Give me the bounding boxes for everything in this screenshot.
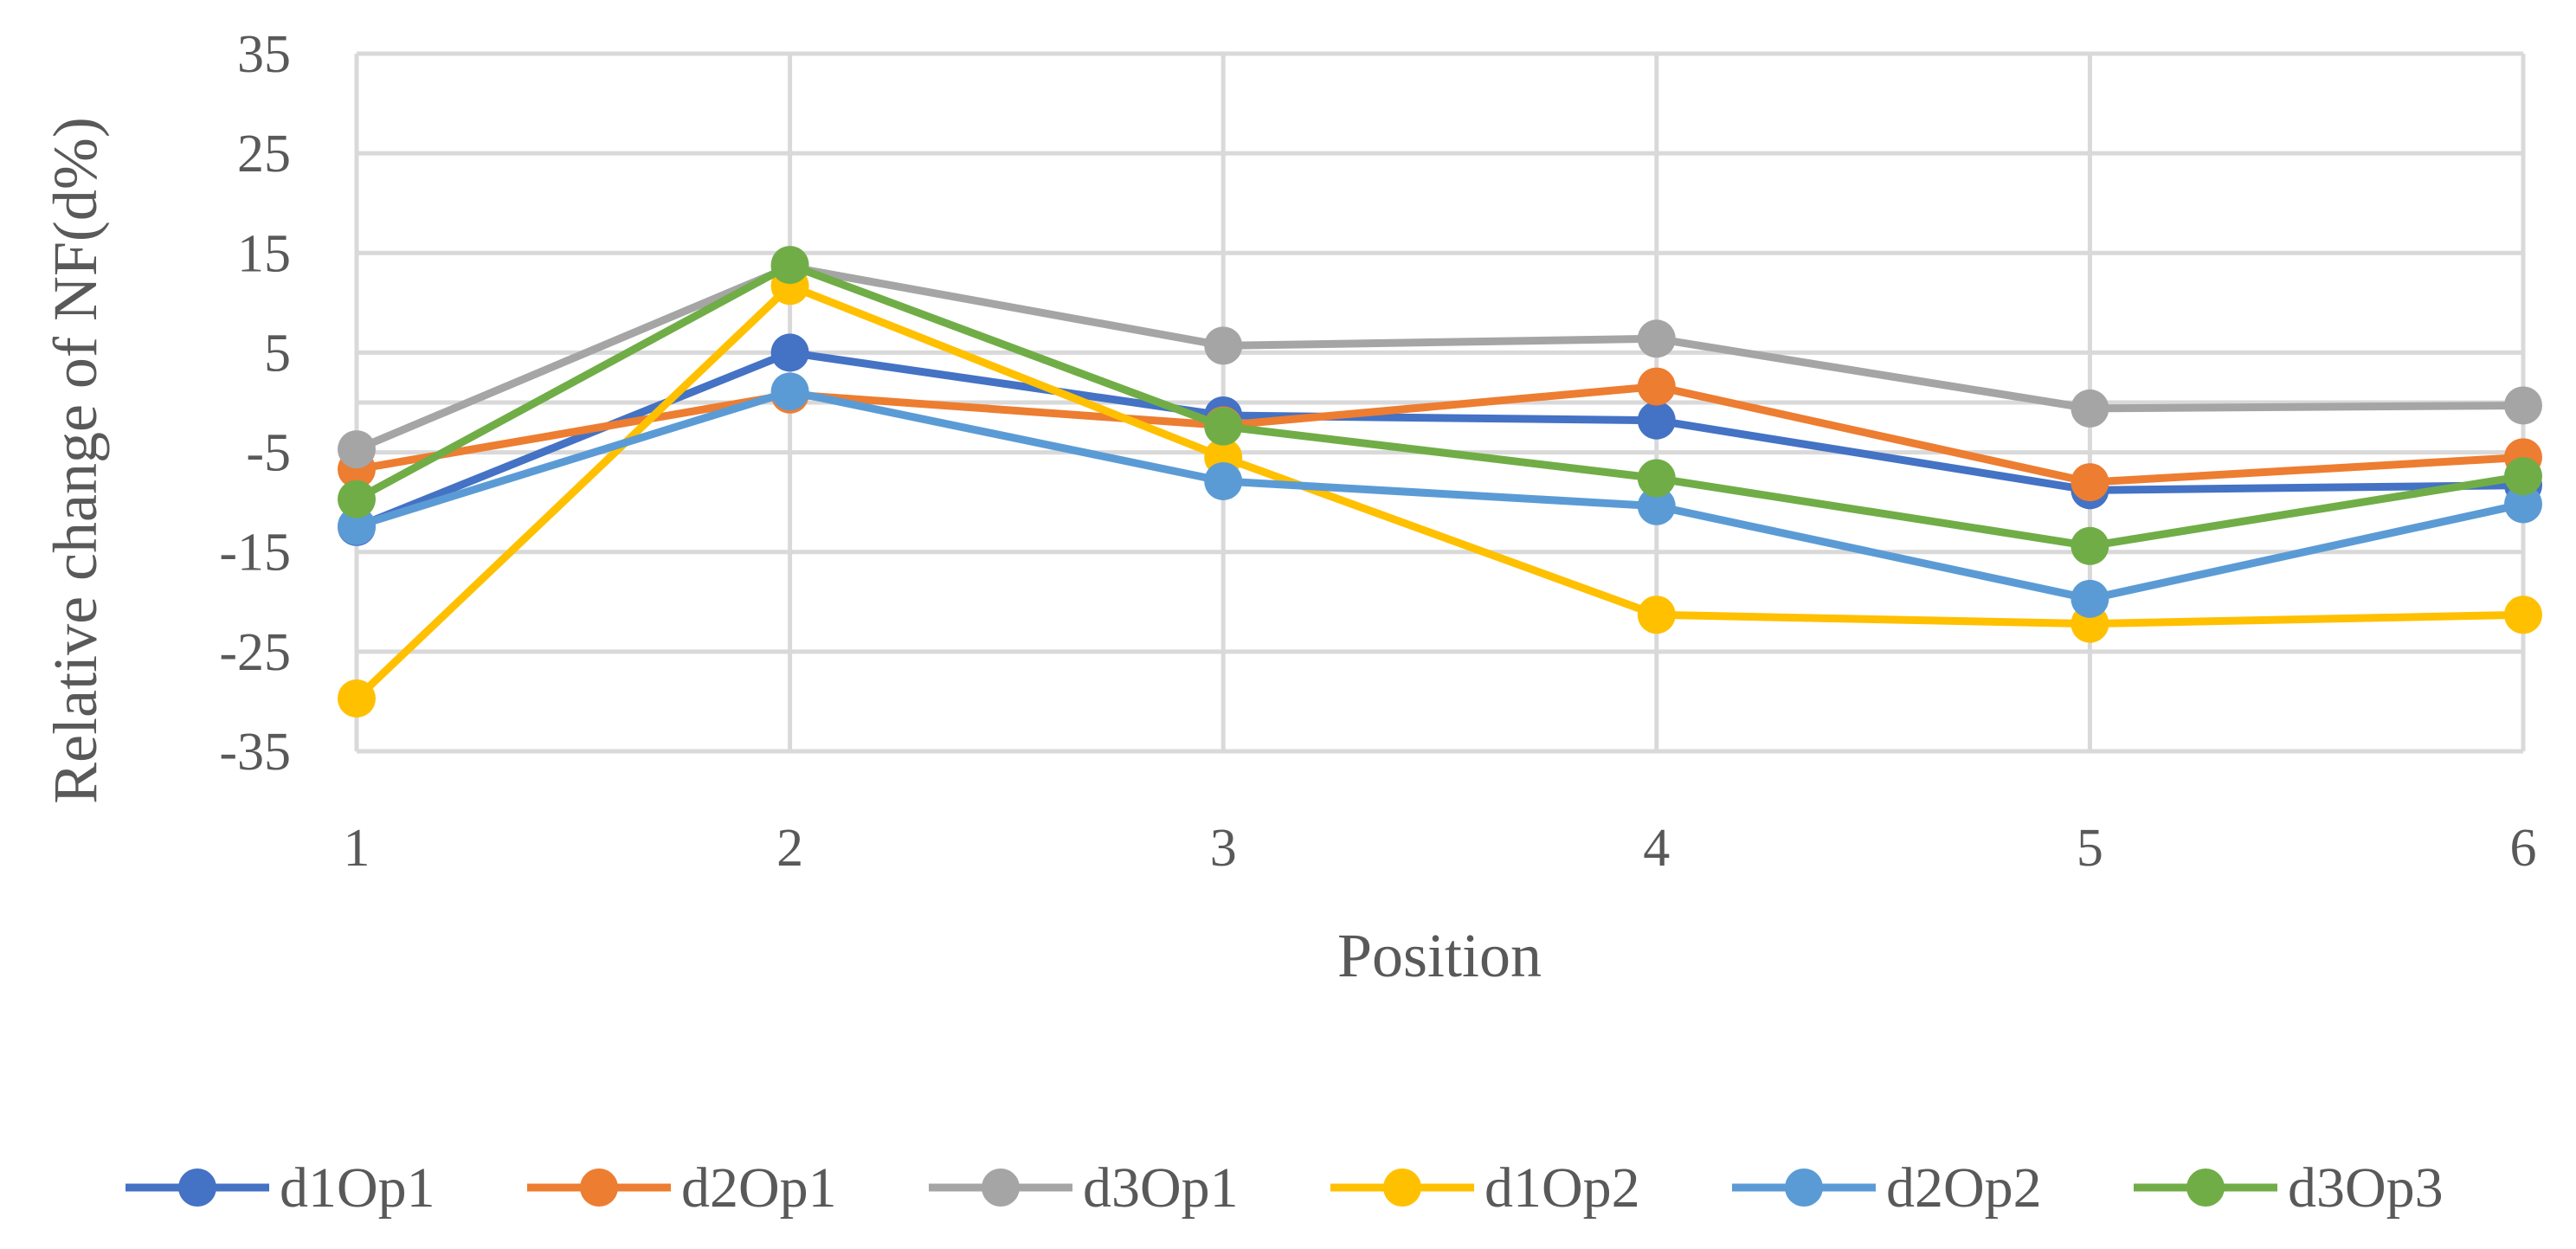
legend-label: d3Op3 bbox=[2288, 1156, 2444, 1220]
data-point bbox=[2504, 485, 2542, 524]
legend-item-d2Op2: d2Op2 bbox=[1732, 1156, 2042, 1220]
legend-label: d2Op1 bbox=[681, 1156, 837, 1220]
data-point bbox=[1204, 461, 1243, 500]
data-point bbox=[1637, 319, 1676, 358]
y-tick-label: -5 bbox=[246, 424, 291, 483]
legend-swatch-marker bbox=[178, 1169, 216, 1207]
legend-item-d3Op1: d3Op1 bbox=[929, 1156, 1239, 1220]
data-point bbox=[1204, 326, 1243, 365]
y-axis-title: Relative change of NF(d%) bbox=[41, 117, 110, 804]
x-axis-title: Position bbox=[1337, 921, 1542, 990]
data-point bbox=[2070, 579, 2109, 618]
data-point bbox=[2070, 526, 2109, 565]
y-tick-label: 25 bbox=[237, 125, 291, 183]
series-group bbox=[338, 246, 2542, 718]
series-d3Op3 bbox=[338, 246, 2542, 565]
y-axis-ticks: 35 25 15 5 -5 -15 -25 -35 bbox=[219, 25, 291, 782]
data-point bbox=[2504, 386, 2542, 425]
data-point bbox=[338, 679, 376, 718]
data-point bbox=[770, 372, 809, 411]
legend-label: d1Op2 bbox=[1484, 1156, 1640, 1220]
data-point bbox=[1637, 459, 1676, 498]
series-d3Op1 bbox=[338, 248, 2542, 469]
data-point bbox=[1637, 596, 1676, 634]
series-line bbox=[352, 348, 2528, 531]
data-point bbox=[770, 333, 809, 372]
y-tick-label: 5 bbox=[264, 324, 291, 383]
legend: d1Op1 d2Op1 d3Op1 d1Op2 d2Op2 d3Op3 bbox=[126, 1156, 2444, 1220]
legend-item-d2Op1: d2Op1 bbox=[527, 1156, 837, 1220]
legend-label: d2Op2 bbox=[1886, 1156, 2042, 1220]
data-point bbox=[1204, 407, 1243, 446]
series-d1Op1 bbox=[338, 333, 2542, 546]
series-d2Op1 bbox=[338, 367, 2542, 502]
data-point bbox=[770, 246, 809, 285]
data-point bbox=[2504, 457, 2542, 496]
data-point bbox=[1637, 401, 1676, 440]
legend-swatch-marker bbox=[580, 1169, 618, 1207]
data-point bbox=[2070, 463, 2109, 502]
legend-item-d1Op2: d1Op2 bbox=[1330, 1156, 1640, 1220]
legend-item-d1Op1: d1Op1 bbox=[126, 1156, 435, 1220]
y-tick-label: -15 bbox=[219, 524, 291, 583]
series-line bbox=[352, 262, 2528, 454]
legend-swatch-marker bbox=[1785, 1169, 1823, 1207]
x-tick-label: 3 bbox=[1210, 819, 1237, 878]
data-point bbox=[1637, 486, 1676, 525]
data-point bbox=[2070, 389, 2109, 428]
data-point bbox=[1637, 367, 1676, 406]
legend-label: d1Op1 bbox=[280, 1156, 435, 1220]
legend-label: d3Op1 bbox=[1083, 1156, 1239, 1220]
legend-item-d3Op3: d3Op3 bbox=[2134, 1156, 2444, 1220]
y-tick-label: -35 bbox=[219, 723, 291, 782]
x-tick-label: 4 bbox=[1643, 819, 1670, 878]
x-axis-ticks: 1 2 3 4 5 6 bbox=[344, 819, 2537, 878]
data-point bbox=[338, 506, 376, 545]
x-tick-label: 6 bbox=[2510, 819, 2537, 878]
x-tick-label: 1 bbox=[344, 819, 370, 878]
y-tick-label: -25 bbox=[219, 623, 291, 682]
legend-swatch-marker bbox=[1383, 1169, 1421, 1207]
series-line bbox=[352, 281, 2528, 703]
legend-swatch-marker bbox=[2186, 1169, 2225, 1207]
y-tick-label: 35 bbox=[237, 25, 291, 84]
data-point bbox=[2504, 596, 2542, 634]
y-tick-label: 15 bbox=[237, 224, 291, 283]
x-tick-label: 5 bbox=[2077, 819, 2103, 878]
x-tick-label: 2 bbox=[776, 819, 803, 878]
series-line bbox=[352, 387, 2528, 603]
series-d2Op2 bbox=[338, 372, 2542, 618]
data-point bbox=[338, 480, 376, 518]
series-line bbox=[352, 261, 2528, 550]
data-point bbox=[338, 430, 376, 469]
legend-swatch-marker bbox=[982, 1169, 1020, 1207]
series-line bbox=[352, 383, 2528, 486]
